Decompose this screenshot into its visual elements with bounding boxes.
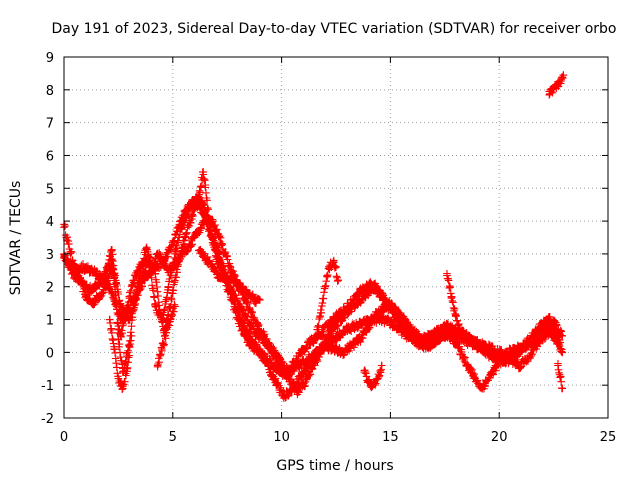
series-track-4 [103, 168, 562, 399]
series-marker-cloud [105, 315, 136, 394]
series-marker-cloud [195, 245, 264, 307]
x-tick-label: 5 [169, 430, 177, 445]
series-track-10 [443, 269, 464, 335]
ticks-layer: 0 5 10 15 20 25 -2 -1 0 1 2 3 4 5 6 7 8 9 [41, 51, 616, 445]
x-tick-label: 10 [273, 430, 290, 445]
x-axis-label: GPS time / hours [276, 458, 393, 474]
series-marker-cloud [153, 300, 179, 371]
y-tick-label: 5 [46, 182, 54, 197]
series-marker-cloud [312, 258, 342, 342]
chart-title: Day 191 of 2023, Sidereal Day-to-day VTE… [52, 21, 617, 37]
series-marker-cloud [545, 71, 568, 99]
y-tick-label: 7 [46, 117, 54, 132]
y-tick-label: 3 [46, 248, 54, 263]
data-points-layer [60, 71, 568, 402]
y-tick-label: -1 [41, 379, 54, 394]
series-track-6 [105, 315, 136, 394]
x-tick-label: 15 [382, 430, 399, 445]
x-tick-label: 25 [600, 430, 617, 445]
series-marker-cloud [443, 271, 464, 335]
y-tick-label: 9 [46, 51, 54, 66]
series-track-12 [545, 71, 568, 99]
series-track-8 [312, 256, 342, 342]
series-track-5 [195, 245, 264, 307]
series-track-7 [153, 300, 179, 371]
y-tick-label: 4 [46, 215, 54, 230]
x-tick-label: 0 [60, 430, 68, 445]
plot-frame [63, 56, 609, 419]
x-tick-label: 20 [491, 430, 508, 445]
y-axis-label: SDTVAR / TECUs [8, 181, 24, 296]
y-tick-label: 0 [46, 346, 54, 361]
y-tick-label: 1 [46, 314, 54, 329]
y-tick-label: -2 [41, 412, 54, 427]
y-tick-label: 8 [46, 84, 54, 99]
series-marker-cloud [360, 361, 386, 392]
series-track-9 [360, 361, 386, 392]
y-tick-label: 2 [46, 281, 54, 296]
series-track-11 [554, 359, 567, 393]
series-marker-cloud [554, 359, 567, 393]
y-tick-label: 6 [46, 149, 54, 164]
